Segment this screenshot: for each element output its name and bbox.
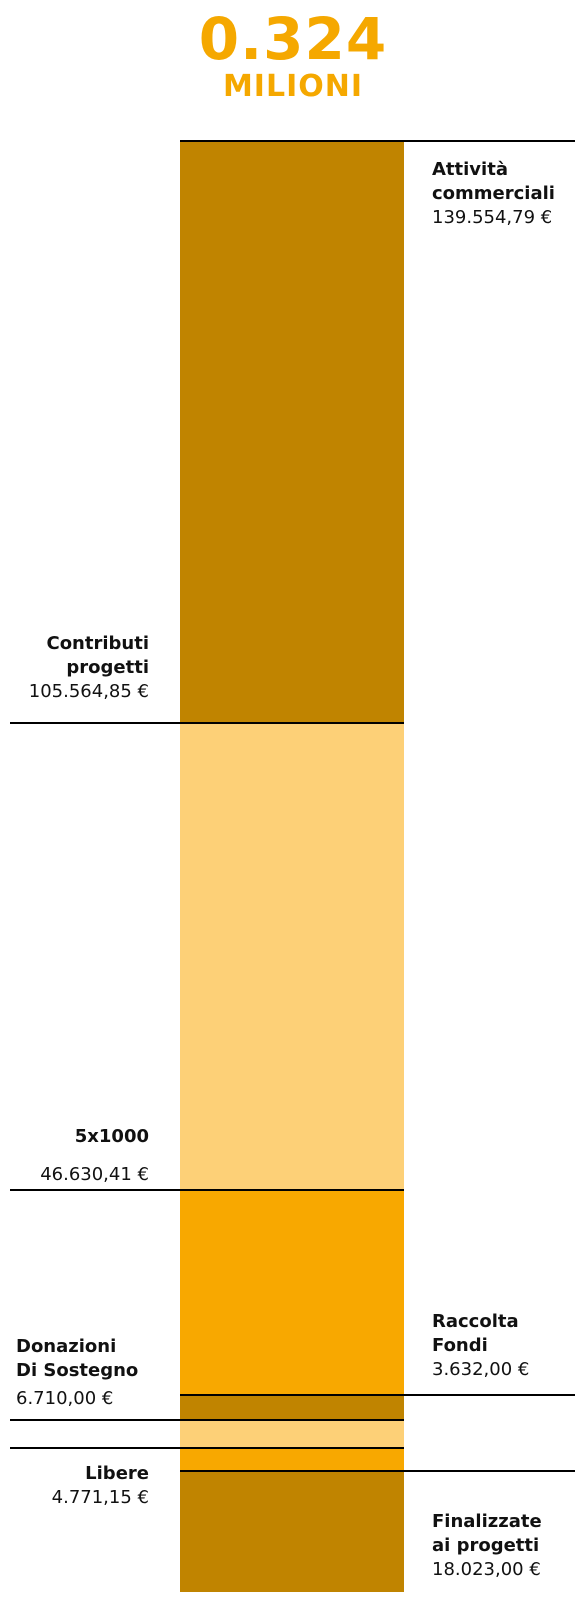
segment-name: 5x1000 [74,1126,149,1147]
segment-name: Raccolta Fondi [432,1311,519,1356]
label-finalizzate-ai-progetti: Finalizzate ai progetti 18.023,00 € [432,1510,542,1582]
label-libere: Libere 4.771,15 € [52,1462,149,1510]
bar-segment-libere [180,1448,404,1471]
segment-value: 18.023,00 € [432,1559,541,1580]
segment-value: 3.632,00 € [432,1359,530,1380]
label-contributi-progetti: Contributi progetti 105.564,85 € [29,632,149,704]
segment-value: 105.564,85 € [28,681,149,702]
total-unit: MILIONI [222,69,364,104]
segment-value: 4.771,15 € [51,1487,149,1508]
segment-value: 6.710,00 € [16,1388,114,1409]
label-attivit-commerciali: Attività commerciali 139.554,79 € [432,158,555,230]
bar-segment-donazioni-di-sostegno [180,1420,404,1448]
segment-name: Donazioni Di Sostegno [16,1336,139,1381]
segment-value: 46.630,41 € [40,1164,149,1185]
label-donazioni-di-sostegno: Donazioni Di Sostegno 6.710,00 € [16,1335,138,1411]
segment-name: Libere [85,1463,149,1484]
bar-segment-finalizzate-ai-progetti [180,1471,404,1592]
segment-name: Finalizzate ai progetti [432,1511,542,1556]
total-title: 0.324 MILIONI [182,8,404,104]
label-5x1000: 5x1000 46.630,41 € [40,1125,149,1187]
segment-name: Attività commerciali [432,159,555,204]
bar-segment-raccolta-fondi [180,1395,404,1420]
segment-name: Contributi progetti [46,633,149,678]
bar-segment-5x1000 [180,1190,404,1395]
total-value: 0.324 [198,5,388,73]
bar-segment-contributi-progetti [180,723,404,1190]
segment-value: 139.554,79 € [432,207,553,228]
label-raccolta-fondi: Raccolta Fondi 3.632,00 € [432,1310,529,1382]
bar-segment-attivit-commerciali [180,141,404,723]
